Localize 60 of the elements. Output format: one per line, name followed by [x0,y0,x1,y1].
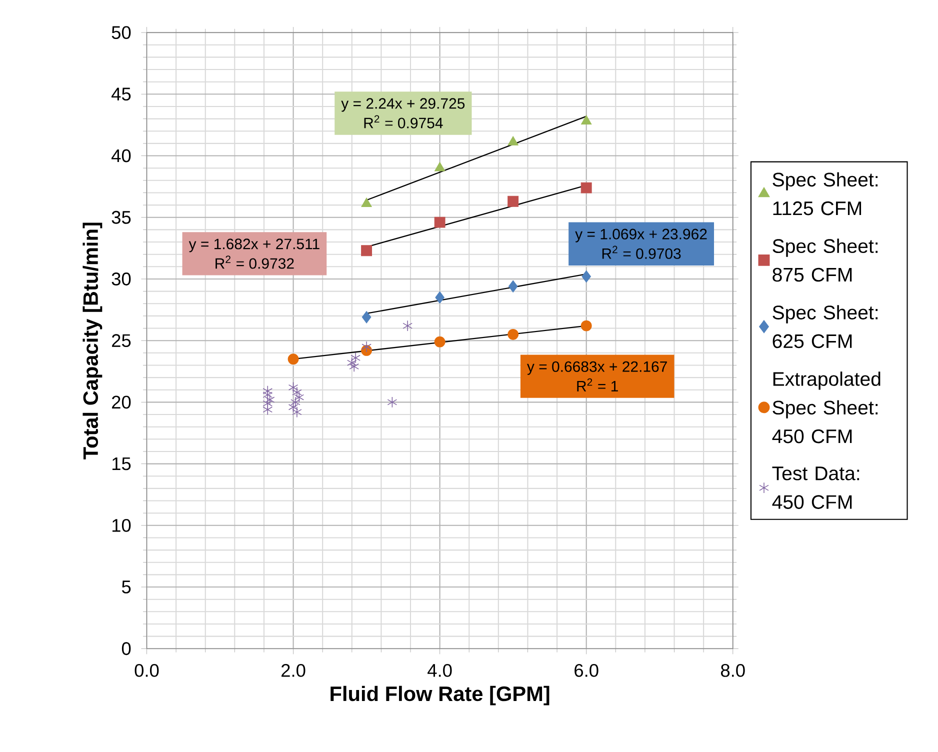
y-tick-label: 25 [112,334,131,347]
legend-label: Spec Sheet: 1125 CFM [772,172,878,216]
point [361,245,372,256]
annotation: y = 0.6683x + 22.167 [526,361,667,375]
annotation: y = 1.682x + 27.511 [188,238,320,252]
point [434,162,446,172]
annotation: R$^{2}$ = 1 [577,378,618,392]
point [288,401,298,413]
point [434,216,446,228]
x-tick-label: 4.0 [428,664,452,677]
y-tick-label: 40 [112,149,131,162]
point [402,320,412,332]
point [582,270,591,283]
y-tick-label: 45 [112,88,131,100]
point [580,320,592,332]
point [361,198,372,207]
y-tick-label: 50 [112,26,131,39]
x-tick-label: 8.0 [720,664,745,677]
y-axis-title: Total Capacity [Btu/min] [82,222,102,460]
annotation: R$^{2}$ = 0.9754 [364,115,443,128]
point [387,396,398,408]
y-tick-label: 30 [112,272,131,286]
annotation: R$^{2}$ = 0.9703 [602,246,681,259]
annotation: y = 2.24x + 29.725 [341,98,465,112]
point [508,280,518,292]
point [290,396,300,408]
point [346,357,357,368]
y-tick-label: 20 [112,396,131,409]
y-tick-label: 35 [112,210,131,224]
legend-label: Test Data: 450 CFM [772,466,860,509]
x-tick-label: 0.0 [134,664,159,677]
y-tick-label: 10 [112,518,131,532]
point [508,328,519,340]
point [435,291,444,304]
point [362,310,372,324]
point [292,386,302,398]
y-tick-label: 15 [112,457,131,470]
point [288,354,299,364]
legend-label: Spec Sheet: 625 CFM [772,305,878,348]
point [508,196,519,207]
point [508,136,518,146]
point [580,182,592,194]
x-tick-label: 6.0 [574,664,598,677]
annotation: y = 1.069x + 23.962 [575,228,707,242]
y-tick-label: 5 [122,580,131,594]
x-tick-label: 2.0 [282,664,306,677]
point [292,406,302,418]
legend-label: Extrapolated Spec Sheet: 450 CFM [772,371,880,444]
point [349,360,359,372]
point [262,404,273,416]
point [262,389,273,400]
annotation: R$^{2}$ = 0.9732 [216,256,294,269]
y-tick-label: 0 [122,642,131,656]
legend-label: Spec Sheet: 875 CFM [772,238,878,282]
x-axis-title: Fluid Flow Rate [GPM] [330,686,550,706]
point [362,341,372,352]
point [434,336,446,348]
point [262,398,273,409]
point [581,115,592,124]
point [350,352,360,364]
